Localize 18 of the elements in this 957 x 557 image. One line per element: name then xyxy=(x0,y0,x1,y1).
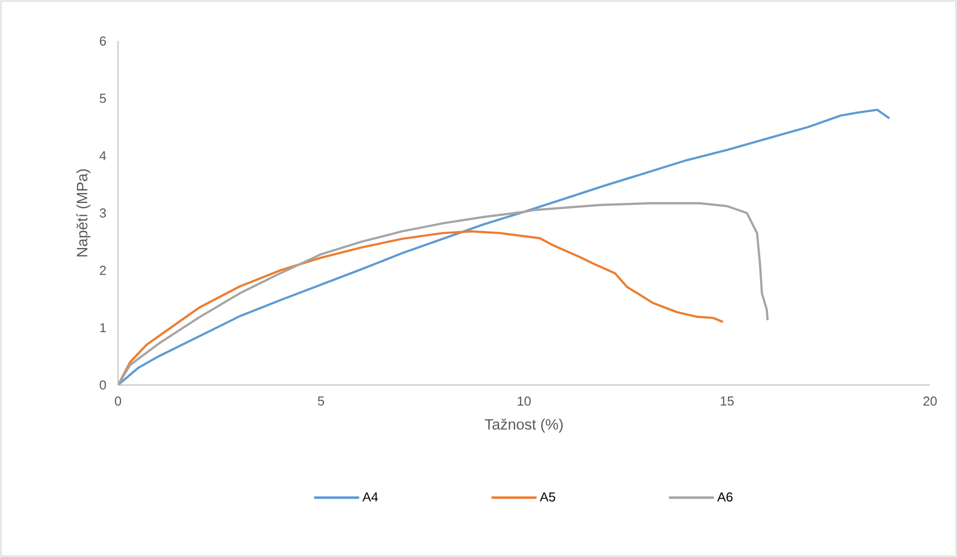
legend-label: A4 xyxy=(362,492,378,502)
y-tick-label: 3 xyxy=(100,208,106,218)
y-tick-label: 1 xyxy=(100,323,106,332)
x-tick-label: 20 xyxy=(923,396,937,406)
y-tick-label: 0 xyxy=(100,380,106,390)
legend-label: A6 xyxy=(717,492,733,502)
y-tick-label: 4 xyxy=(100,151,106,160)
y-tick-label: 5 xyxy=(100,94,106,103)
x-tick-label: 10 xyxy=(518,396,531,406)
x-tick-label: 15 xyxy=(720,396,734,406)
y-axis-title: Napětí (MPa) xyxy=(76,169,90,256)
x-tick-label: 5 xyxy=(318,396,324,406)
legend-label: A5 xyxy=(540,492,556,502)
x-tick-label: 0 xyxy=(114,396,122,406)
line-series xyxy=(118,202,769,385)
y-tick-label: 2 xyxy=(100,266,106,275)
y-tick-label: 6 xyxy=(100,36,106,46)
x-axis-title: Tažnost (%) xyxy=(484,418,563,433)
